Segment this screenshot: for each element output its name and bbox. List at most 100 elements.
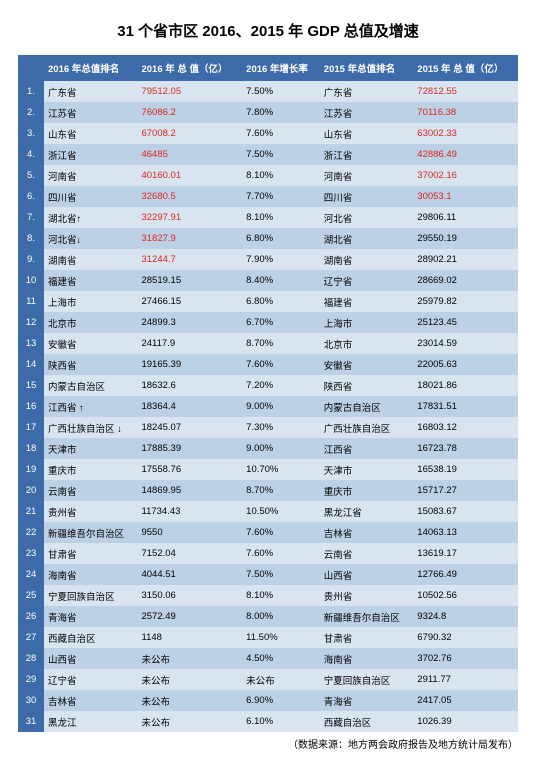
page-title: 31 个省市区 2016、2015 年 GDP 总值及增速 bbox=[18, 20, 518, 41]
cell-name-2015: 浙江省 bbox=[320, 144, 413, 165]
cell-value-2015: 18021.86 bbox=[413, 375, 518, 396]
table-row: 18天津市17885.399.00%江西省16723.78 bbox=[18, 438, 518, 459]
cell-name-2016: 河北省↓ bbox=[44, 228, 137, 249]
cell-rank: 9. bbox=[18, 249, 44, 270]
table-row: 11上海市27466.156.80%福建省25979.82 bbox=[18, 291, 518, 312]
cell-name-2015: 四川省 bbox=[320, 186, 413, 207]
cell-name-2016: 山西省 bbox=[44, 648, 137, 669]
col-value-2015: 2015 年 总 值（亿） bbox=[413, 55, 518, 81]
cell-growth-2016: 7.20% bbox=[242, 375, 320, 396]
cell-growth-2016: 7.50% bbox=[242, 81, 320, 102]
cell-value-2015: 63002.33 bbox=[413, 123, 518, 144]
cell-value-2015: 29806.11 bbox=[413, 207, 518, 228]
table-row: 4.浙江省464857.50%浙江省42886.49 bbox=[18, 144, 518, 165]
cell-value-2016: 9550 bbox=[137, 522, 242, 543]
cell-value-2015: 16803.12 bbox=[413, 417, 518, 438]
table-row: 17广西壮族自治区 ↓18245.077.30%广西壮族自治区16803.12 bbox=[18, 417, 518, 438]
cell-value-2016: 1148 bbox=[137, 627, 242, 648]
cell-growth-2016: 9.00% bbox=[242, 396, 320, 417]
table-row: 30吉林省未公布6.90%青海省2417.05 bbox=[18, 690, 518, 711]
cell-rank: 1. bbox=[18, 81, 44, 102]
cell-value-2015: 25979.82 bbox=[413, 291, 518, 312]
table-row: 23甘肃省7152.047.60%云南省13619.17 bbox=[18, 543, 518, 564]
table-row: 6.四川省32680.57.70%四川省30053.1 bbox=[18, 186, 518, 207]
cell-rank: 21 bbox=[18, 501, 44, 522]
cell-value-2016: 未公布 bbox=[137, 690, 242, 711]
cell-value-2016: 未公布 bbox=[137, 648, 242, 669]
table-row: 26青海省2572.498.00%新疆维吾尔自治区9324.8 bbox=[18, 606, 518, 627]
table-row: 20云南省14869.958.70%重庆市15717.27 bbox=[18, 480, 518, 501]
cell-name-2016: 内蒙古自治区 bbox=[44, 375, 137, 396]
cell-name-2015: 湖南省 bbox=[320, 249, 413, 270]
cell-value-2016: 28519.15 bbox=[137, 270, 242, 291]
cell-name-2016: 重庆市 bbox=[44, 459, 137, 480]
table-row: 29辽宁省未公布未公布宁夏回族自治区2911.77 bbox=[18, 669, 518, 690]
cell-name-2016: 宁夏回族自治区 bbox=[44, 585, 137, 606]
cell-rank: 7. bbox=[18, 207, 44, 228]
table-row: 12北京市24899.36.70%上海市25123.45 bbox=[18, 312, 518, 333]
cell-value-2016: 31827.9 bbox=[137, 228, 242, 249]
cell-name-2016: 云南省 bbox=[44, 480, 137, 501]
cell-value-2016: 4044.51 bbox=[137, 564, 242, 585]
cell-value-2015: 12766.49 bbox=[413, 564, 518, 585]
cell-growth-2016: 8.10% bbox=[242, 207, 320, 228]
cell-name-2016: 西藏自治区 bbox=[44, 627, 137, 648]
cell-rank: 26 bbox=[18, 606, 44, 627]
cell-name-2015: 西藏自治区 bbox=[320, 711, 413, 732]
cell-name-2015: 贵州省 bbox=[320, 585, 413, 606]
cell-rank: 14 bbox=[18, 354, 44, 375]
cell-name-2015: 北京市 bbox=[320, 333, 413, 354]
cell-growth-2016: 6.70% bbox=[242, 312, 320, 333]
table-row: 8.河北省↓31827.96.80%湖北省29550.19 bbox=[18, 228, 518, 249]
cell-name-2016: 湖南省 bbox=[44, 249, 137, 270]
cell-name-2016: 黑龙江 bbox=[44, 711, 137, 732]
table-row: 25宁夏回族自治区3150.068.10%贵州省10502.56 bbox=[18, 585, 518, 606]
cell-growth-2016: 7.90% bbox=[242, 249, 320, 270]
col-name-2016: 2016 年总值排名 bbox=[44, 55, 137, 81]
cell-name-2016: 福建省 bbox=[44, 270, 137, 291]
table-row: 31黑龙江未公布6.10%西藏自治区1026.39 bbox=[18, 711, 518, 732]
cell-value-2015: 17831.51 bbox=[413, 396, 518, 417]
cell-growth-2016: 8.00% bbox=[242, 606, 320, 627]
cell-rank: 6. bbox=[18, 186, 44, 207]
cell-value-2015: 15083.67 bbox=[413, 501, 518, 522]
cell-growth-2016: 7.60% bbox=[242, 354, 320, 375]
cell-growth-2016: 4.50% bbox=[242, 648, 320, 669]
cell-name-2016: 浙江省 bbox=[44, 144, 137, 165]
cell-name-2015: 湖北省 bbox=[320, 228, 413, 249]
cell-growth-2016: 10.50% bbox=[242, 501, 320, 522]
cell-rank: 10 bbox=[18, 270, 44, 291]
cell-growth-2016: 8.70% bbox=[242, 480, 320, 501]
cell-rank: 28 bbox=[18, 648, 44, 669]
cell-name-2016: 广东省 bbox=[44, 81, 137, 102]
cell-rank: 5. bbox=[18, 165, 44, 186]
cell-name-2015: 内蒙古自治区 bbox=[320, 396, 413, 417]
cell-rank: 4. bbox=[18, 144, 44, 165]
cell-rank: 27 bbox=[18, 627, 44, 648]
cell-value-2016: 18245.07 bbox=[137, 417, 242, 438]
cell-value-2016: 27466.15 bbox=[137, 291, 242, 312]
cell-name-2015: 上海市 bbox=[320, 312, 413, 333]
cell-value-2016: 24899.3 bbox=[137, 312, 242, 333]
cell-value-2016: 18632.6 bbox=[137, 375, 242, 396]
cell-value-2016: 31244.7 bbox=[137, 249, 242, 270]
cell-rank: 30 bbox=[18, 690, 44, 711]
cell-rank: 12 bbox=[18, 312, 44, 333]
cell-value-2016: 19165.39 bbox=[137, 354, 242, 375]
cell-rank: 8. bbox=[18, 228, 44, 249]
cell-value-2016: 14869.95 bbox=[137, 480, 242, 501]
cell-value-2016: 76086.2 bbox=[137, 102, 242, 123]
table-row: 21贵州省11734.4310.50%黑龙江省15083.67 bbox=[18, 501, 518, 522]
cell-value-2016: 32297.91 bbox=[137, 207, 242, 228]
cell-value-2016: 18364.4 bbox=[137, 396, 242, 417]
cell-value-2015: 25123.45 bbox=[413, 312, 518, 333]
table-row: 28山西省未公布4.50%海南省3702.76 bbox=[18, 648, 518, 669]
cell-growth-2016: 8.10% bbox=[242, 585, 320, 606]
cell-growth-2016: 7.50% bbox=[242, 564, 320, 585]
cell-name-2015: 河南省 bbox=[320, 165, 413, 186]
cell-value-2015: 70116.38 bbox=[413, 102, 518, 123]
cell-name-2016: 北京市 bbox=[44, 312, 137, 333]
cell-rank: 20 bbox=[18, 480, 44, 501]
cell-name-2015: 云南省 bbox=[320, 543, 413, 564]
cell-growth-2016: 7.50% bbox=[242, 144, 320, 165]
